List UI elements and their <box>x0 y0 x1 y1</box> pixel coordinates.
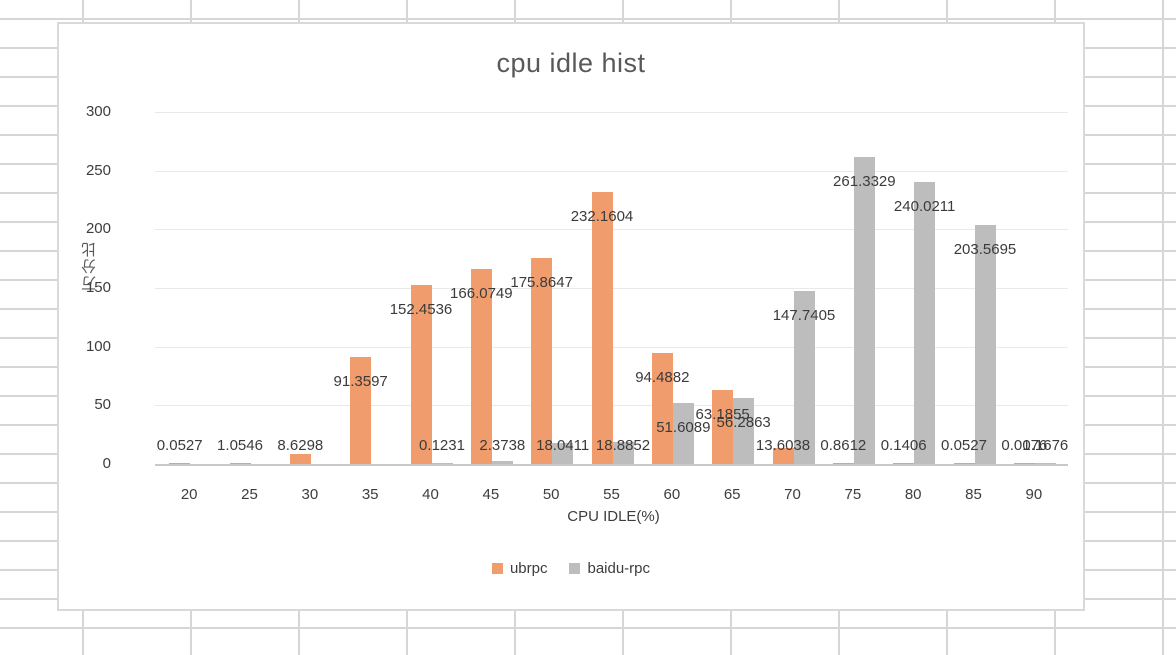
bar-baidu-rpc-45[interactable] <box>491 461 513 464</box>
x-axis-tick-label: 80 <box>904 486 922 503</box>
data-label-ubrpc-90: 0.0176 <box>1001 437 1048 454</box>
bar-ubrpc-50[interactable] <box>531 257 553 464</box>
data-label-ubrpc-20: 0.0527 <box>156 437 203 454</box>
data-label-ubrpc-45: 166.0749 <box>450 285 513 303</box>
x-axis-line <box>155 464 1068 466</box>
x-axis-tick-label: 40 <box>422 486 439 503</box>
bar-ubrpc-90[interactable] <box>1013 463 1035 464</box>
data-label-ubrpc-80: 0.1406 <box>880 437 927 454</box>
x-axis-tick-label: 55 <box>603 486 620 503</box>
bar-baidu-rpc-50[interactable] <box>552 442 574 464</box>
bar-ubrpc-55[interactable] <box>591 191 613 464</box>
x-axis-tick-label: 65 <box>723 486 741 503</box>
legend-swatch-icon <box>491 563 503 574</box>
y-axis-tick-label: 100 <box>85 337 111 355</box>
data-label-baidu-rpc-40: 0.1231 <box>419 437 465 454</box>
bar-ubrpc-45[interactable] <box>470 269 492 464</box>
x-axis-tick-label: 45 <box>482 486 500 503</box>
bar-ubrpc-30[interactable] <box>289 453 311 464</box>
data-label-ubrpc-30: 8.6298 <box>277 437 324 454</box>
data-label-baidu-rpc-55: 18.8852 <box>595 437 651 454</box>
legend-swatch-icon <box>569 563 581 574</box>
x-axis-title: CPU IDLE(%) <box>567 508 660 525</box>
bar-ubrpc-70[interactable] <box>772 448 794 464</box>
data-label-ubrpc-85: 0.0527 <box>941 437 987 454</box>
data-label-baidu-rpc-70: 147.7405 <box>772 306 836 324</box>
bar-baidu-rpc-90[interactable] <box>1034 463 1056 464</box>
x-axis-tick-label: 50 <box>542 486 560 503</box>
legend-item-ubrpc[interactable]: ubrpc <box>491 560 548 577</box>
x-axis-tick-label: 70 <box>784 486 801 503</box>
data-label-ubrpc-60: 94.4882 <box>635 369 690 387</box>
x-axis-tick-label: 25 <box>241 486 258 503</box>
x-axis-tick-label: 20 <box>180 486 198 503</box>
data-label-baidu-rpc-60: 51.6089 <box>656 419 711 437</box>
data-label-baidu-rpc-90: 0.1676 <box>1022 437 1069 454</box>
data-label-baidu-rpc-45: 2.3738 <box>479 437 526 454</box>
data-label-baidu-rpc-50: 18.0411 <box>536 437 590 454</box>
x-axis-tick-label: 60 <box>663 486 681 503</box>
x-axis-tick-label: 90 <box>1025 486 1043 503</box>
bar-baidu-rpc-55[interactable] <box>612 441 634 464</box>
legend: ubrpc baidu-rpc <box>59 560 1083 577</box>
bar-ubrpc-65[interactable] <box>712 389 734 464</box>
data-label-ubrpc-50: 175.8647 <box>510 273 573 291</box>
bar-baidu-rpc-75[interactable] <box>853 157 875 464</box>
y-axis-tick-label: 150 <box>85 279 111 296</box>
x-axis-tick-label: 85 <box>965 486 982 503</box>
data-label-baidu-rpc-75: 261.3329 <box>833 173 896 191</box>
bar-baidu-rpc-60[interactable] <box>672 403 694 464</box>
data-label-baidu-rpc-80: 240.0211 <box>893 198 956 216</box>
chart-object[interactable]: cpu idle hist 万分比 CPU IDLE(%) ubrpc baidu… <box>57 22 1085 611</box>
bar-baidu-rpc-80[interactable] <box>914 182 936 464</box>
bar-ubrpc-85[interactable] <box>953 463 975 464</box>
bar-ubrpc-25[interactable] <box>229 462 251 464</box>
legend-label: baidu-rpc <box>587 560 651 577</box>
y-axis-tick-label: 300 <box>85 103 111 120</box>
bar-ubrpc-60[interactable] <box>651 353 673 464</box>
x-axis-tick-label: 75 <box>844 486 862 503</box>
legend-item-baidu-rpc[interactable]: baidu-rpc <box>569 560 650 577</box>
data-label-ubrpc-40: 152.4536 <box>389 301 453 319</box>
bar-baidu-rpc-65[interactable] <box>733 397 755 464</box>
y-axis-tick-label: 250 <box>85 161 111 179</box>
data-label-ubrpc-25: 1.0546 <box>217 437 263 454</box>
data-label-ubrpc-70: 13.6038 <box>755 437 811 454</box>
bar-ubrpc-75[interactable] <box>832 462 854 464</box>
bar-ubrpc-80[interactable] <box>893 463 915 464</box>
x-axis-tick-label: 30 <box>301 486 319 503</box>
bar-baidu-rpc-40[interactable] <box>431 463 453 464</box>
gridline <box>155 112 1068 113</box>
chart-title: cpu idle hist <box>496 48 646 78</box>
gridline <box>155 170 1068 172</box>
data-label-ubrpc-55: 232.1604 <box>570 207 634 225</box>
y-axis-tick-label: 50 <box>94 396 111 414</box>
data-label-baidu-rpc-85: 203.5695 <box>953 241 1017 259</box>
bar-baidu-rpc-70[interactable] <box>793 290 815 464</box>
y-axis-tick-label: 200 <box>85 220 111 238</box>
legend-label: ubrpc <box>509 560 548 577</box>
bar-ubrpc-40[interactable] <box>410 285 432 464</box>
data-label-ubrpc-35: 91.3597 <box>333 372 388 390</box>
x-axis-tick-label: 35 <box>361 486 379 503</box>
y-axis-tick-label: 0 <box>102 455 111 472</box>
bar-ubrpc-35[interactable] <box>350 356 372 464</box>
data-label-baidu-rpc-65: 56.2863 <box>716 413 771 431</box>
data-label-ubrpc-75: 0.8612 <box>820 437 867 454</box>
bar-ubrpc-20[interactable] <box>169 463 191 464</box>
data-label-ubrpc-65: 63.1855 <box>695 405 750 423</box>
bar-baidu-rpc-85[interactable] <box>974 225 996 464</box>
